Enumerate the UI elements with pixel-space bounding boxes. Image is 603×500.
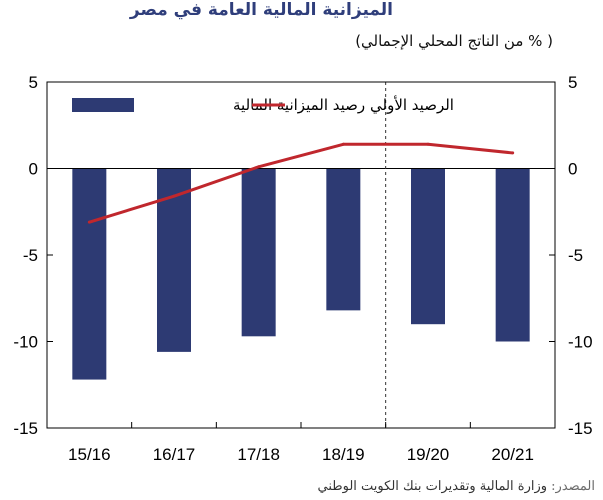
bar-15-16 (72, 168, 107, 380)
bar-18-19 (326, 168, 361, 311)
primary-balance-point (511, 151, 515, 155)
line-layer (87, 142, 515, 224)
category-label: 17/18 (237, 445, 280, 464)
plot-frame (46, 81, 556, 429)
primary-balance-point (257, 165, 261, 169)
category-label: 20/21 (491, 445, 534, 464)
left-tick-label: 5 (29, 73, 38, 92)
primary-balance-point (172, 194, 176, 198)
chart-subtitle: ( % من الناتج المحلي الإجمالي) (355, 32, 553, 50)
bar-19-20 (411, 168, 445, 325)
right-tick-label: -15 (568, 419, 593, 438)
primary-balance-point (426, 142, 430, 146)
bar-17-18 (241, 168, 276, 337)
legend-bar-label: رصيد الميزانية المالية (233, 96, 365, 114)
legend-line-label: الرصيد الأولي (370, 95, 454, 115)
category-label: 18/19 (322, 445, 365, 464)
left-tick-label: -5 (23, 246, 38, 265)
fiscal-balance-chart: 5 5 0 0 -5 -5 -10 -10 -15 -15 15/16 16/17 17/18 18/19… (13, 73, 592, 464)
right-tick-label: 0 (568, 160, 577, 179)
legend-bar-swatch (72, 98, 134, 112)
primary-balance-point (87, 220, 91, 224)
left-tick-label: 0 (29, 160, 38, 179)
primary-balance-line (88, 142, 513, 224)
right-tick-label: -10 (568, 333, 593, 352)
category-label: 16/17 (153, 445, 196, 464)
primary-balance-point (341, 142, 345, 146)
source-text: وزارة المالية وتقديرات بنك الكويت الوطني (317, 479, 548, 494)
source-label: المصدر: (551, 479, 595, 494)
ticks-layer: 5 5 0 0 -5 -5 -10 -10 -15 -15 15/16 16/17 17/18 18/19… (13, 73, 592, 464)
left-tick-label: -10 (13, 333, 38, 352)
bar-20-21 (495, 168, 530, 342)
legend: رصيد الميزانية المالية الرصيد الأولي (72, 95, 454, 115)
chart-title: الميزانية المالية العامة في مصر (129, 0, 393, 20)
left-tick-label: -15 (13, 419, 38, 438)
bars-layer (72, 168, 530, 380)
right-tick-label: 5 (568, 73, 577, 92)
category-label: 15/16 (68, 445, 111, 464)
category-label: 19/20 (407, 445, 450, 464)
right-tick-label: -5 (568, 246, 583, 265)
source-note: المصدر: وزارة المالية وتقديرات بنك الكوي… (318, 479, 595, 494)
